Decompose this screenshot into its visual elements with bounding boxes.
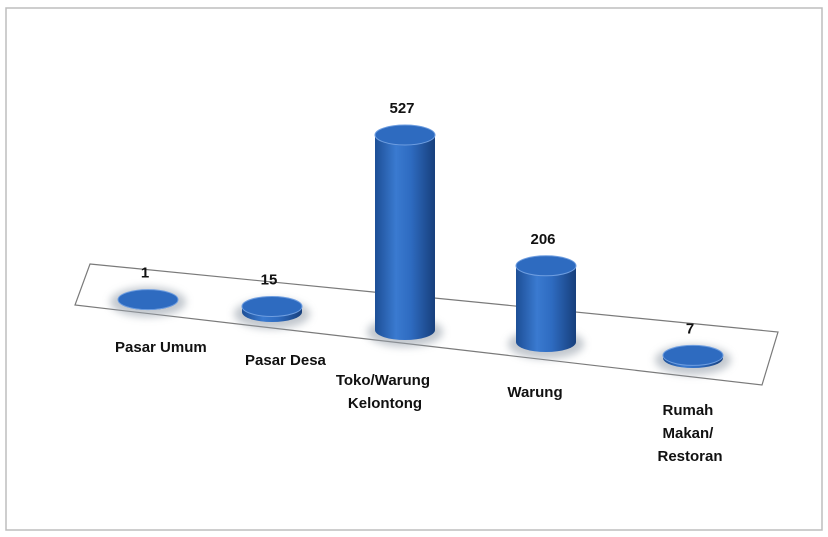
- x-tick-label: Pasar Umum: [115, 339, 207, 356]
- bar-top: [515, 255, 577, 277]
- x-tick-label: Rumah Makan/ Restoran: [657, 402, 722, 465]
- bar-top: [117, 289, 179, 311]
- x-tick-label: Toko/Warung Kelontong: [336, 372, 434, 412]
- bar: [117, 289, 179, 311]
- value-label: 527: [389, 100, 414, 117]
- value-label: 7: [686, 320, 694, 337]
- value-label: 15: [261, 271, 278, 288]
- bar-body: [375, 135, 435, 340]
- value-label: 1: [141, 265, 149, 282]
- bar-top: [241, 295, 303, 317]
- x-tick-label: Warung: [507, 384, 562, 401]
- bar-top: [662, 344, 724, 366]
- bar-body: [516, 265, 576, 352]
- x-tick-label: Pasar Desa: [245, 352, 327, 369]
- bar: [662, 344, 724, 368]
- value-label: 206: [530, 231, 555, 248]
- bar: [241, 295, 303, 322]
- bar: [515, 255, 577, 352]
- bar-top: [374, 124, 436, 146]
- bar: [374, 124, 436, 340]
